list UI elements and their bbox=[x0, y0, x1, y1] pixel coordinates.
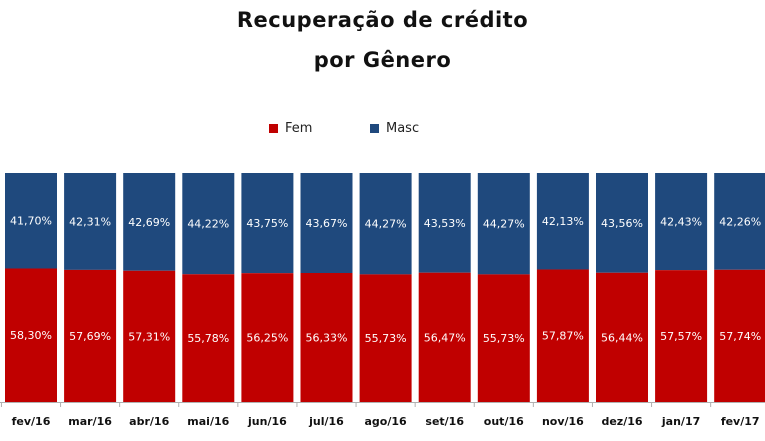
data-label-fem: 55,73% bbox=[483, 332, 525, 345]
data-label-masc: 43,56% bbox=[601, 217, 643, 230]
bar-masc bbox=[536, 173, 589, 270]
chart-title: Recuperação de crédito bbox=[236, 8, 529, 32]
x-tick-label: jul/16 bbox=[308, 415, 344, 428]
x-tick-label: jun/16 bbox=[247, 415, 287, 428]
bar-group: 42,31% 57,69% mar/16 bbox=[64, 173, 117, 428]
bar-group: 43,75% 56,25% jun/16 bbox=[241, 173, 294, 428]
bar-masc bbox=[64, 173, 117, 270]
data-label-fem: 57,87% bbox=[542, 330, 584, 343]
legend-swatch-fem bbox=[269, 124, 278, 133]
legend-item-masc: Masc bbox=[370, 121, 419, 136]
bar-masc bbox=[655, 173, 708, 271]
bar-group: 44,22% 55,78% mai/16 bbox=[182, 173, 235, 428]
bar-masc bbox=[5, 173, 57, 269]
bar-group: 43,53% 56,47% set/16 bbox=[418, 173, 471, 428]
data-label-fem: 58,30% bbox=[10, 329, 52, 342]
x-tick-label: mai/16 bbox=[187, 415, 229, 428]
bar-masc bbox=[418, 173, 471, 273]
data-label-masc: 43,53% bbox=[424, 217, 466, 230]
data-label-masc: 44,22% bbox=[187, 218, 229, 231]
data-label-masc: 44,27% bbox=[483, 218, 525, 231]
x-tick-label: fev/17 bbox=[721, 415, 760, 428]
bar-masc bbox=[714, 173, 765, 270]
data-label-masc: 42,43% bbox=[660, 216, 702, 229]
bar-group: 42,69% 57,31% abr/16 bbox=[123, 173, 176, 428]
x-tick-label: fev/16 bbox=[12, 415, 51, 428]
bar-fem bbox=[655, 270, 708, 402]
legend-swatch-masc bbox=[370, 124, 379, 133]
x-tick-label: ago/16 bbox=[365, 415, 408, 428]
bar-masc bbox=[477, 173, 530, 275]
bar-group: 42,26% 57,74% fev/17 bbox=[714, 173, 765, 428]
x-tick-label: nov/16 bbox=[542, 415, 584, 428]
bar-fem bbox=[123, 270, 176, 402]
data-label-fem: 57,74% bbox=[719, 330, 761, 343]
bar-masc bbox=[182, 173, 235, 275]
bar-fem bbox=[477, 274, 530, 402]
data-label-fem: 57,31% bbox=[128, 330, 170, 343]
data-label-masc: 43,67% bbox=[306, 217, 348, 230]
bar-fem bbox=[714, 269, 765, 402]
bar-masc bbox=[241, 173, 294, 274]
legend-item-fem: Fem bbox=[269, 121, 312, 136]
x-tick-label: mar/16 bbox=[68, 415, 112, 428]
data-label-fem: 56,33% bbox=[306, 332, 348, 345]
bar-masc bbox=[123, 173, 176, 271]
bar-fem bbox=[182, 274, 235, 402]
bar-fem bbox=[300, 273, 353, 402]
data-label-masc: 42,31% bbox=[69, 215, 111, 228]
data-label-fem: 56,44% bbox=[601, 331, 643, 344]
bar-fem bbox=[241, 273, 294, 402]
data-label-masc: 41,70% bbox=[10, 215, 52, 228]
data-label-masc: 44,27% bbox=[365, 218, 407, 231]
data-label-fem: 57,57% bbox=[660, 330, 702, 343]
bar-fem bbox=[596, 272, 648, 402]
x-tick-label: out/16 bbox=[484, 415, 524, 428]
bar-masc bbox=[596, 173, 648, 273]
data-label-fem: 55,78% bbox=[187, 332, 229, 345]
legend-label-masc: Masc bbox=[386, 121, 420, 136]
data-label-masc: 42,13% bbox=[542, 215, 584, 228]
x-tick-label: dez/16 bbox=[601, 415, 642, 428]
data-label-fem: 57,69% bbox=[69, 330, 111, 343]
bar-group: 42,43% 57,57% jan/17 bbox=[655, 173, 708, 428]
data-label-fem: 56,47% bbox=[424, 331, 466, 344]
x-tick-label: set/16 bbox=[425, 415, 464, 428]
legend-label-fem: Fem bbox=[285, 121, 313, 136]
bar-group: 44,27% 55,73% out/16 bbox=[477, 173, 530, 428]
x-tick-label: abr/16 bbox=[129, 415, 169, 428]
bar-group: 42,13% 57,87% nov/16 bbox=[536, 173, 589, 428]
bar-group: 43,67% 56,33% jul/16 bbox=[300, 173, 353, 428]
chart-subtitle: por Gênero bbox=[313, 48, 452, 72]
legend: Fem Masc bbox=[0, 121, 765, 137]
bar-group: 41,70% 58,30% fev/16 bbox=[5, 173, 57, 428]
data-label-fem: 55,73% bbox=[365, 332, 407, 345]
bar-masc bbox=[359, 173, 412, 275]
data-label-masc: 42,69% bbox=[128, 216, 170, 229]
bar-fem bbox=[359, 274, 412, 402]
bar-group: 43,56% 56,44% dez/16 bbox=[596, 173, 648, 428]
bar-fem bbox=[536, 269, 589, 402]
data-label-masc: 42,26% bbox=[719, 215, 761, 228]
data-label-fem: 56,25% bbox=[246, 332, 288, 345]
bar-fem bbox=[64, 269, 117, 402]
data-label-masc: 43,75% bbox=[246, 217, 288, 230]
bar-fem bbox=[418, 272, 471, 402]
bar-group: 44,27% 55,73% ago/16 bbox=[359, 173, 412, 428]
bar-fem bbox=[5, 268, 57, 402]
bar-masc bbox=[300, 173, 353, 274]
x-tick-label: jan/17 bbox=[661, 415, 700, 428]
